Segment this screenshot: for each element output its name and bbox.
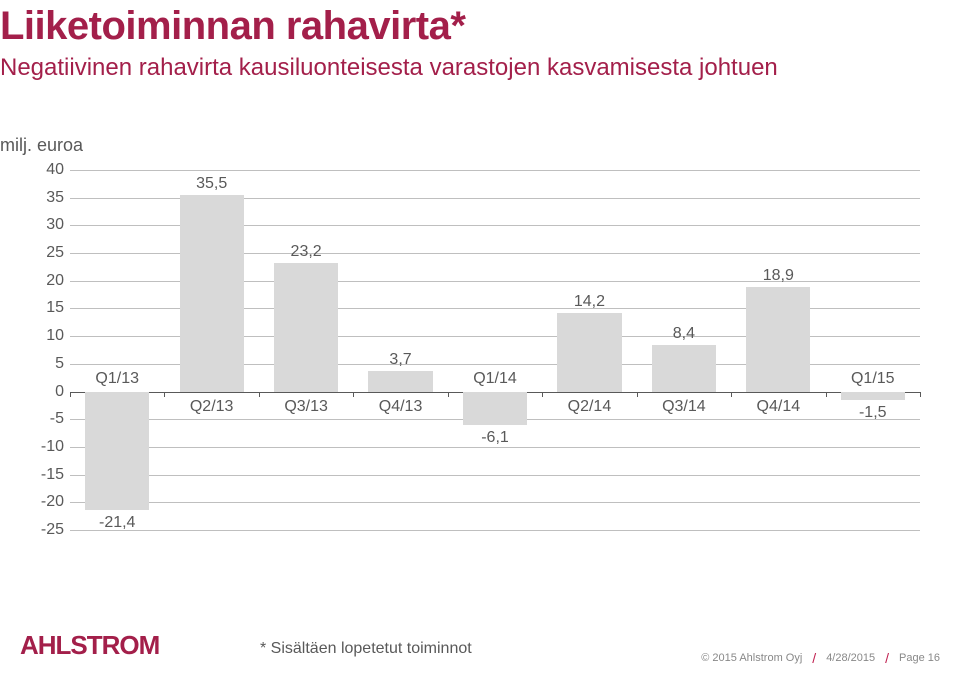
y-tick-label: 0 [30, 383, 64, 401]
x-category-label: Q4/13 [379, 398, 423, 416]
axis-tick [259, 392, 260, 397]
axis-tick [448, 392, 449, 397]
y-tick-label: 40 [30, 161, 64, 179]
bar [746, 287, 810, 392]
y-tick-label: -25 [30, 521, 64, 539]
y-tick-label: 25 [30, 244, 64, 262]
bar-value-label: -6,1 [481, 429, 509, 447]
footnote: * Sisältäen lopetetut toiminnot [260, 640, 472, 658]
axis-tick [920, 392, 921, 397]
bar-value-label: 3,7 [389, 351, 411, 369]
y-tick-label: -15 [30, 466, 64, 484]
bar [652, 345, 716, 392]
y-tick-label: -5 [30, 410, 64, 428]
axis-tick [637, 392, 638, 397]
bar-value-label: -21,4 [99, 514, 135, 532]
bar-value-label: 35,5 [196, 175, 227, 193]
date-text: 4/28/2015 [826, 652, 875, 664]
bar-value-label: 18,9 [763, 267, 794, 285]
x-category-label: Q4/14 [757, 398, 801, 416]
bar [841, 392, 905, 400]
bar [85, 392, 149, 511]
y-tick-label: 15 [30, 299, 64, 317]
bar [274, 263, 338, 391]
plot-area: 4035302520151050-5-10-15-20-25-21,4Q1/13… [70, 170, 920, 530]
footer-meta: © 2015 Ahlstrom Oyj / 4/28/2015 / Page 1… [701, 650, 940, 666]
gridline [70, 502, 920, 503]
axis-tick [164, 392, 165, 397]
gridline [70, 170, 920, 171]
bar [368, 371, 432, 391]
axis-tick [826, 392, 827, 397]
bar-value-label: 8,4 [673, 325, 695, 343]
x-category-label: Q2/13 [190, 398, 234, 416]
bar-value-label: -1,5 [859, 404, 887, 422]
company-logo: AHLSTROM [20, 630, 159, 661]
page-number: Page 16 [899, 652, 940, 664]
y-tick-label: 20 [30, 272, 64, 290]
x-category-label: Q2/14 [568, 398, 612, 416]
bar [557, 313, 621, 392]
x-category-label: Q1/15 [851, 370, 895, 388]
bar-chart: 40 35 30 25 20 15 10 5 0 -5 -10 -15 -20 -25 -21,4 Q1/13… [30, 160, 930, 560]
x-category-label: Q3/14 [662, 398, 706, 416]
y-tick-label: 30 [30, 216, 64, 234]
separator-icon: / [812, 650, 816, 666]
x-category-label: Q3/13 [284, 398, 328, 416]
gridline [70, 475, 920, 476]
bar-value-label: 14,2 [574, 293, 605, 311]
bar [180, 195, 244, 392]
axis-tick [542, 392, 543, 397]
axis-tick [731, 392, 732, 397]
y-tick-label: 5 [30, 355, 64, 373]
y-tick-label: -10 [30, 438, 64, 456]
page-subtitle: Negatiivinen rahavirta kausiluonteisesta… [0, 54, 778, 82]
slide: Liiketoiminnan rahavirta* Negatiivinen r… [0, 0, 960, 700]
x-category-label: Q1/14 [473, 370, 517, 388]
bar-value-label: 23,2 [291, 243, 322, 261]
y-tick-label: -20 [30, 493, 64, 511]
x-category-label: Q1/13 [95, 370, 139, 388]
copyright-text: © 2015 Ahlstrom Oyj [701, 652, 802, 664]
bar [463, 392, 527, 426]
axis-tick [70, 392, 71, 397]
gridline [70, 530, 920, 531]
axis-tick [353, 392, 354, 397]
y-tick-label: 35 [30, 189, 64, 207]
separator-icon: / [885, 650, 889, 666]
page-title: Liiketoiminnan rahavirta* [0, 4, 465, 49]
y-tick-label: 10 [30, 327, 64, 345]
y-axis-unit-label: milj. euroa [0, 135, 83, 156]
